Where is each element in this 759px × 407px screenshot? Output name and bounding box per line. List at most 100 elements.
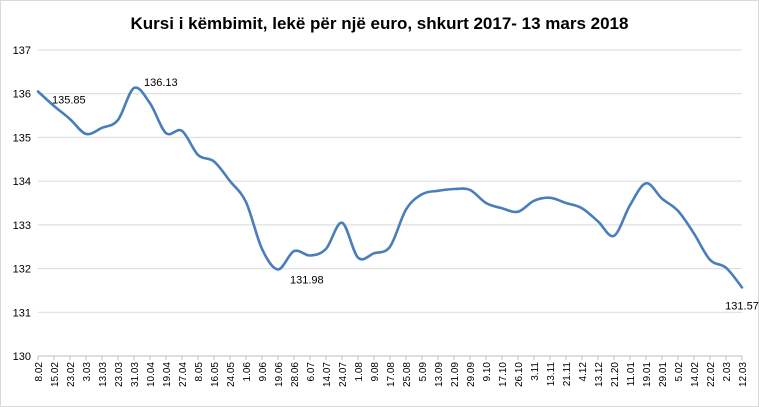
- x-tick-label: 1.06: [242, 362, 253, 382]
- x-tick-label: 16.05: [210, 362, 221, 387]
- data-point: [229, 180, 232, 183]
- data-point: [405, 208, 408, 211]
- data-point: [149, 102, 152, 105]
- data-point: [485, 202, 488, 205]
- x-tick-label: 9.10: [482, 362, 493, 382]
- data-point: [357, 256, 360, 259]
- y-tick-label: 136: [13, 89, 31, 101]
- data-point: [277, 268, 280, 271]
- x-tick-label: 1.08: [354, 362, 365, 382]
- series-line: [36, 86, 744, 289]
- data-point: [245, 201, 248, 204]
- x-tick-label: 26.10: [514, 362, 525, 387]
- x-tick-label: 23.03: [114, 362, 125, 387]
- x-tick-label: 14.02: [690, 362, 701, 387]
- data-point: [165, 132, 168, 135]
- x-tick-label: 19.04: [162, 362, 173, 387]
- data-point: [613, 234, 616, 237]
- x-tick-label: 25.08: [402, 362, 413, 387]
- data-point: [197, 153, 200, 156]
- data-label: 131.57: [725, 300, 759, 312]
- data-point: [133, 87, 136, 90]
- x-tick-label: 13.03: [98, 362, 109, 387]
- x-tick-label: 22.02: [706, 362, 717, 387]
- data-point: [453, 188, 456, 191]
- x-tick-label: 23.02: [66, 362, 77, 387]
- data-point: [565, 202, 568, 205]
- x-tick-label: 3.11: [530, 362, 541, 381]
- data-point: [645, 182, 648, 185]
- data-point: [517, 210, 520, 213]
- x-tick-label: 11.01: [626, 362, 637, 387]
- data-point: [693, 232, 696, 235]
- data-point: [661, 197, 664, 200]
- x-tick-label: 3.03: [82, 362, 93, 382]
- y-tick-label: 131: [13, 307, 31, 319]
- data-point: [469, 188, 472, 191]
- data-point: [101, 126, 104, 129]
- data-label: 135.85: [52, 95, 86, 107]
- x-tick-label: 6.07: [306, 362, 317, 382]
- data-point: [373, 252, 376, 255]
- x-tick-label: 13.12: [594, 362, 605, 387]
- data-point: [213, 160, 216, 163]
- x-tick-label: 31.03: [130, 362, 141, 387]
- data-point: [69, 118, 72, 121]
- data-point: [501, 207, 504, 210]
- x-tick-label: 19.06: [274, 362, 285, 387]
- data-point: [677, 209, 680, 212]
- data-point: [37, 90, 40, 93]
- data-point: [325, 247, 328, 250]
- chart-title: Kursi i këmbimit, lekë për një euro, shk…: [130, 14, 629, 33]
- x-tick-label: 12.03: [738, 362, 749, 387]
- data-label: 131.98: [290, 274, 324, 286]
- data-point: [533, 199, 536, 202]
- x-tick-label: 14.07: [322, 362, 333, 387]
- data-point: [437, 189, 440, 192]
- x-tick-label: 21.11: [562, 362, 573, 387]
- x-tick-label: 17.10: [498, 362, 509, 387]
- x-tick-label: 21.20: [610, 362, 621, 387]
- x-tick-label: 24.07: [338, 362, 349, 387]
- x-tick-label: 28.06: [290, 362, 301, 387]
- x-tick-label: 29.09: [466, 362, 477, 387]
- y-tick-label: 134: [13, 176, 31, 188]
- x-tick-label: 4.12: [578, 362, 589, 382]
- data-point: [581, 207, 584, 210]
- x-tick-label: 2.03: [722, 362, 733, 382]
- data-point: [293, 250, 296, 253]
- data-point: [85, 132, 88, 135]
- data-point: [389, 245, 392, 248]
- x-tick-label: 5.09: [418, 362, 429, 382]
- y-tick-label: 137: [13, 45, 31, 57]
- y-tick-label: 135: [13, 132, 31, 144]
- data-point: [725, 266, 728, 269]
- data-label: 136.13: [144, 77, 178, 89]
- data-point: [341, 221, 344, 224]
- x-tick-label: 13.09: [434, 362, 445, 387]
- data-point: [309, 254, 312, 257]
- x-tick-label: 9.06: [258, 362, 269, 382]
- data-point: [549, 196, 552, 199]
- x-tick-label: 19.01: [642, 362, 653, 387]
- x-tick-label: 27.04: [178, 362, 189, 387]
- x-tick-label: 5.02: [674, 362, 685, 382]
- x-tick-label: 8.02: [34, 362, 45, 382]
- data-point: [261, 247, 264, 250]
- data-point: [741, 286, 744, 289]
- x-tick-label: 15.02: [50, 362, 61, 387]
- x-tick-label: 21.09: [450, 362, 461, 387]
- y-tick-label: 132: [13, 264, 31, 276]
- data-point: [629, 204, 632, 207]
- x-tick-label: 24.05: [226, 362, 237, 387]
- data-point: [421, 193, 424, 196]
- x-tick-label: 8.05: [194, 362, 205, 382]
- x-tick-label: 17.08: [386, 362, 397, 387]
- x-tick-label: 9.08: [370, 362, 381, 382]
- x-tick-label: 10.04: [146, 362, 157, 387]
- x-tick-label: 29.01: [658, 362, 669, 387]
- x-tick-label: 13.11: [546, 362, 557, 387]
- data-point: [181, 129, 184, 132]
- data-point: [709, 258, 712, 261]
